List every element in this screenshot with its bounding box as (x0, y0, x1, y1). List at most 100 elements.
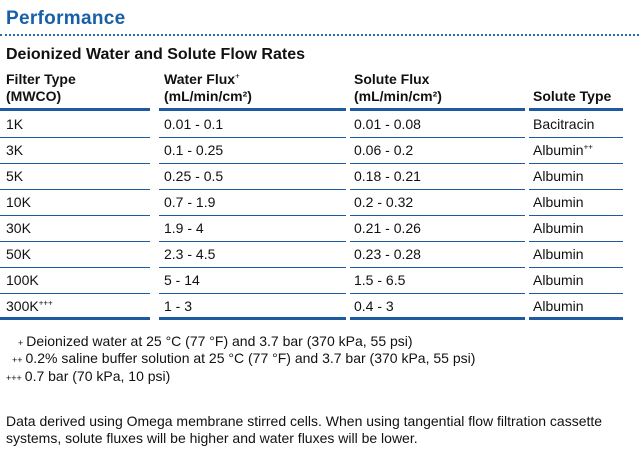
solute-type-cell: Albumin (533, 194, 584, 211)
solute-flux-cell-text: 0.4 - 3 (354, 298, 394, 314)
row-divider (0, 137, 150, 138)
footnote-mark: +++ (6, 373, 22, 383)
solute-type-cell-text: Bacitracin (533, 116, 595, 132)
column-header-solute-type: Solute Type (533, 88, 611, 105)
water-flux-cell: 5 - 14 (164, 272, 200, 289)
column-header-water-flux: Water Flux+ (mL/min/cm²) (164, 71, 252, 105)
solute-flux-cell-text: 0.06 - 0.2 (354, 142, 414, 158)
filter-type-cell: 50K (6, 246, 31, 263)
table-title: Deionized Water and Solute Flow Rates (6, 46, 305, 63)
solute-flux-cell: 0.21 - 0.26 (354, 220, 421, 237)
filter-type-cell: 30K (6, 220, 31, 237)
solute-flux-cell: 0.23 - 0.28 (354, 246, 421, 263)
solute-flux-cell: 0.18 - 0.21 (354, 168, 421, 185)
row-divider (529, 189, 623, 190)
water-flux-cell: 1 - 3 (164, 298, 192, 315)
footnote-mark: ++ (583, 142, 593, 152)
row-divider (529, 163, 623, 164)
row-divider (159, 293, 346, 294)
row-divider (350, 137, 525, 138)
water-flux-cell-text: 2.3 - 4.5 (164, 246, 216, 262)
table-row: 5K 0.25 - 0.5 0.18 - 0.21 Albumin (0, 164, 639, 190)
solute-flux-cell: 0.01 - 0.08 (354, 116, 421, 133)
solute-flux-cell-text: 0.21 - 0.26 (354, 220, 421, 236)
filter-type-cell-text: 5K (6, 168, 24, 184)
solute-type-cell: Albumin (533, 272, 584, 289)
row-divider (159, 137, 346, 138)
water-flux-cell-text: 0.1 - 0.25 (164, 142, 224, 158)
column-header-filter-type: Filter Type (MWCO) (6, 71, 76, 105)
water-flux-cell-text: 0.01 - 0.1 (164, 116, 224, 132)
solute-flux-cell: 0.2 - 0.32 (354, 194, 413, 211)
table-row: 50K 2.3 - 4.5 0.23 - 0.28 Albumin (0, 242, 639, 268)
row-divider (350, 317, 525, 320)
filter-type-cell-text: 30K (6, 220, 31, 236)
row-divider (0, 293, 150, 294)
filter-type-cell: 100K (6, 272, 39, 289)
table-row: 1K 0.01 - 0.1 0.01 - 0.08 Bacitracin (0, 112, 639, 138)
solute-type-cell: Albumin (533, 168, 584, 185)
row-divider (350, 241, 525, 242)
row-divider (159, 189, 346, 190)
row-divider (0, 267, 150, 268)
solute-type-cell: Albumin (533, 298, 584, 315)
row-divider (529, 267, 623, 268)
column-header-line: Solute Flux (354, 71, 430, 87)
row-divider (529, 215, 623, 216)
row-divider (159, 267, 346, 268)
solute-flux-cell: 0.4 - 3 (354, 298, 394, 315)
solute-type-cell-text: Albumin (533, 220, 584, 236)
water-flux-cell-text: 1.9 - 4 (164, 220, 204, 236)
row-divider (159, 241, 346, 242)
solute-type-cell: Bacitracin (533, 116, 594, 133)
solute-type-cell: Albumin (533, 246, 584, 263)
row-divider (159, 317, 346, 320)
filter-type-cell-text: 50K (6, 246, 31, 262)
solute-flux-cell: 0.06 - 0.2 (354, 142, 413, 159)
water-flux-cell-text: 0.25 - 0.5 (164, 168, 224, 184)
filter-type-cell: 3K (6, 142, 23, 159)
column-header-line-wrap: Water Flux+ (164, 71, 252, 88)
header-rule (0, 108, 150, 111)
row-divider (350, 163, 525, 164)
row-divider (159, 163, 346, 164)
filter-type-cell-text: 300K (6, 298, 39, 314)
solute-flux-cell-text: 0.2 - 0.32 (354, 194, 414, 210)
row-divider (350, 189, 525, 190)
data-note: Data derived using Omega membrane stirre… (6, 413, 603, 446)
row-divider (0, 317, 150, 320)
row-divider (350, 293, 525, 294)
column-header-line: Water Flux (164, 71, 236, 87)
filter-type-cell-text: 10K (6, 194, 31, 210)
water-flux-cell: 0.7 - 1.9 (164, 194, 215, 211)
row-divider (0, 241, 150, 242)
table-row: 3K 0.1 - 0.25 0.06 - 0.2 Albumin++ (0, 138, 639, 164)
footnote: +++ 0.7 bar (70 kPa, 10 psi) (6, 368, 170, 387)
header-rule (159, 108, 346, 111)
footnote-mark: + (18, 338, 24, 348)
footnote: + Deionized water at 25 °C (77 °F) and 3.… (18, 333, 413, 352)
water-flux-cell: 0.25 - 0.5 (164, 168, 223, 185)
solute-type-cell-text: Albumin (533, 142, 584, 158)
solute-type-cell-text: Albumin (533, 298, 584, 314)
filter-type-cell-text: 1K (6, 116, 24, 132)
row-divider (0, 163, 150, 164)
water-flux-cell: 0.01 - 0.1 (164, 116, 223, 133)
column-header-unit: (mL/min/cm²) (354, 88, 442, 104)
title-divider (0, 34, 639, 36)
table-row: 300K+++ 1 - 3 0.4 - 3 Albumin (0, 294, 639, 320)
header-rule (529, 108, 623, 111)
solute-type-cell-text: Albumin (533, 168, 584, 184)
footnote: ++ 0.2% saline buffer solution at 25 °C (… (12, 350, 475, 369)
footnote-text: 0.2% saline buffer solution at 25 °C (77… (25, 350, 476, 366)
solute-flux-cell-text: 0.01 - 0.08 (354, 116, 421, 132)
table-row: 30K 1.9 - 4 0.21 - 0.26 Albumin (0, 216, 639, 242)
water-flux-cell: 1.9 - 4 (164, 220, 204, 237)
filter-type-cell: 1K (6, 116, 23, 133)
solute-flux-cell: 1.5 - 6.5 (354, 272, 405, 289)
column-header-solute-flux: Solute Flux (mL/min/cm²) (354, 71, 442, 105)
row-divider (350, 267, 525, 268)
water-flux-cell-text: 1 - 3 (164, 298, 193, 314)
solute-flux-cell-text: 0.23 - 0.28 (354, 246, 421, 262)
